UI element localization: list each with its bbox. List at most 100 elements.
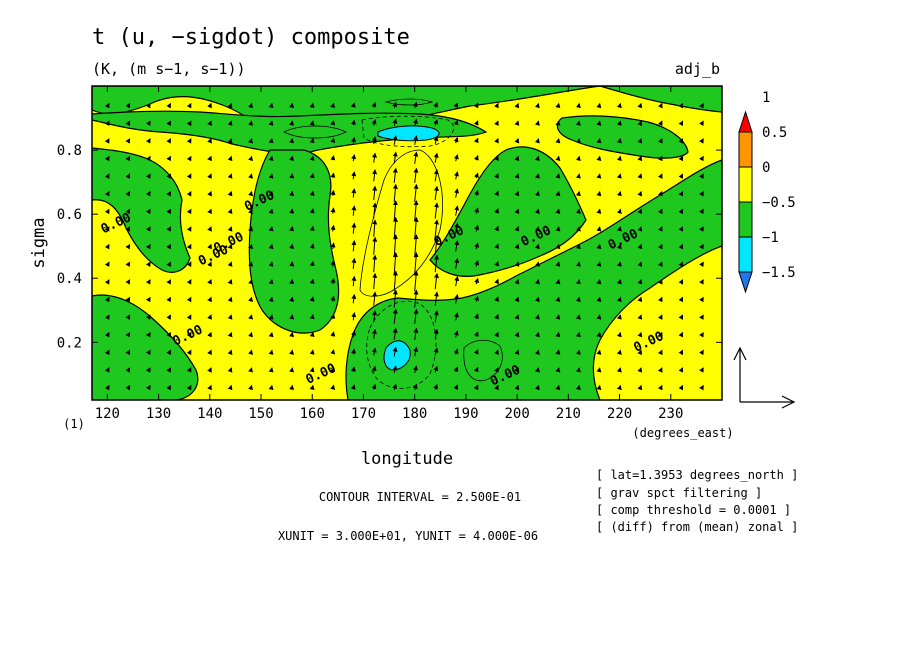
vector-arrow	[534, 367, 540, 373]
vector-arrow	[699, 173, 704, 179]
vector-arrow	[145, 120, 151, 127]
vector-arrow	[454, 205, 460, 216]
vector-arrow	[227, 261, 233, 267]
vector-arrow	[596, 137, 602, 144]
vector-arrow	[309, 208, 315, 214]
vector-arrow	[104, 243, 110, 250]
vector-arrow	[555, 120, 561, 126]
vector-arrow	[514, 208, 520, 214]
vector-arrow	[637, 243, 643, 250]
colorbar-segment	[738, 201, 753, 238]
vector-arrow	[166, 384, 172, 391]
y-tick-label: 0.8	[57, 143, 82, 159]
vector-arrow	[699, 155, 704, 162]
vector-arrow	[474, 295, 479, 302]
vector-arrow	[678, 190, 684, 197]
vector-arrow	[555, 261, 561, 267]
vector-arrow	[125, 155, 131, 162]
vector-arrow	[514, 155, 520, 162]
vector-arrow	[125, 279, 131, 285]
vector-arrow	[289, 226, 295, 232]
vector-arrow	[166, 190, 172, 197]
x-tick-label: 200	[504, 406, 529, 422]
vector-arrow	[351, 312, 357, 321]
vector-arrow	[657, 314, 663, 320]
vector-arrow	[248, 331, 253, 338]
vector-arrow	[699, 296, 704, 303]
vector-arrow	[186, 102, 192, 109]
vector-arrow	[166, 120, 172, 127]
vector-arrow	[555, 331, 561, 338]
vector-arrow	[248, 155, 253, 162]
vector-arrow	[186, 173, 192, 179]
vector-arrow	[678, 173, 684, 179]
vector-arrow	[207, 155, 212, 162]
vector-arrow	[433, 119, 439, 126]
vector-arrow	[596, 226, 602, 232]
vector-arrow	[392, 183, 398, 202]
vector-arrow	[289, 102, 295, 109]
vector-arrow	[454, 240, 460, 252]
vector-arrow	[616, 102, 622, 109]
vector-arrow	[575, 261, 581, 267]
vector-arrow	[125, 331, 131, 338]
vector-arrow	[434, 272, 439, 290]
vector-arrow	[433, 169, 439, 182]
vector-arrow	[453, 330, 459, 338]
vector-arrow	[125, 349, 131, 356]
vector-arrow	[434, 202, 439, 219]
vector-arrow	[166, 349, 172, 356]
vector-arrow	[494, 102, 499, 109]
vector-arrow	[125, 102, 131, 109]
vector-arrow	[309, 331, 315, 338]
y-tick-label: 0.6	[57, 207, 82, 223]
vector-arrow	[534, 173, 540, 179]
colorbar-segment	[738, 271, 753, 294]
colorbar-tick-label: 0	[762, 160, 770, 176]
vector-arrow	[289, 208, 295, 214]
vector-arrow	[207, 384, 212, 391]
green-region-east	[429, 146, 587, 277]
x-axis-unit: (degrees_east)	[632, 426, 733, 440]
vector-arrow	[207, 243, 212, 250]
vector-arrow	[534, 226, 540, 232]
vector-arrow	[494, 261, 499, 267]
vector-arrow	[678, 367, 684, 373]
vector-arrow	[616, 261, 622, 267]
vector-arrow	[371, 119, 377, 126]
vector-arrow	[351, 348, 356, 355]
vector-arrow	[125, 208, 131, 215]
vector-arrow	[268, 296, 274, 302]
vector-arrow	[433, 152, 439, 163]
vector-arrow	[166, 367, 172, 373]
vector-arrow	[207, 190, 212, 197]
vector-arrow	[555, 137, 561, 144]
reference-vector	[733, 346, 796, 409]
vector-arrow	[372, 169, 378, 182]
vector-arrow	[392, 327, 398, 341]
vector-arrow	[433, 328, 439, 339]
vector-arrow	[473, 349, 479, 355]
x-tick-label: 120	[95, 406, 120, 422]
vector-arrow	[145, 314, 151, 320]
vector-arrow	[227, 384, 233, 391]
green-region-southwest	[92, 294, 199, 400]
chart-subtitle: (K, (m s−1, s−1))	[92, 60, 246, 78]
vector-arrow	[268, 314, 274, 320]
vector-arrow	[330, 137, 336, 143]
y-tick-label: 0.2	[57, 335, 82, 351]
vector-arrow	[351, 205, 357, 216]
contour-line	[283, 125, 347, 139]
vector-arrow	[186, 208, 192, 215]
vector-arrow	[596, 278, 602, 285]
vector-arrow	[555, 349, 561, 355]
vector-arrow	[125, 296, 131, 303]
vector-arrow	[514, 173, 520, 179]
vector-arrow	[474, 189, 479, 197]
vector-arrow	[248, 208, 253, 214]
vector-arrow	[392, 118, 398, 127]
vector-arrow	[309, 155, 315, 161]
x-tick-label: 180	[402, 406, 427, 422]
x-tick-label: 220	[607, 406, 632, 422]
vector-arrow	[534, 120, 540, 126]
